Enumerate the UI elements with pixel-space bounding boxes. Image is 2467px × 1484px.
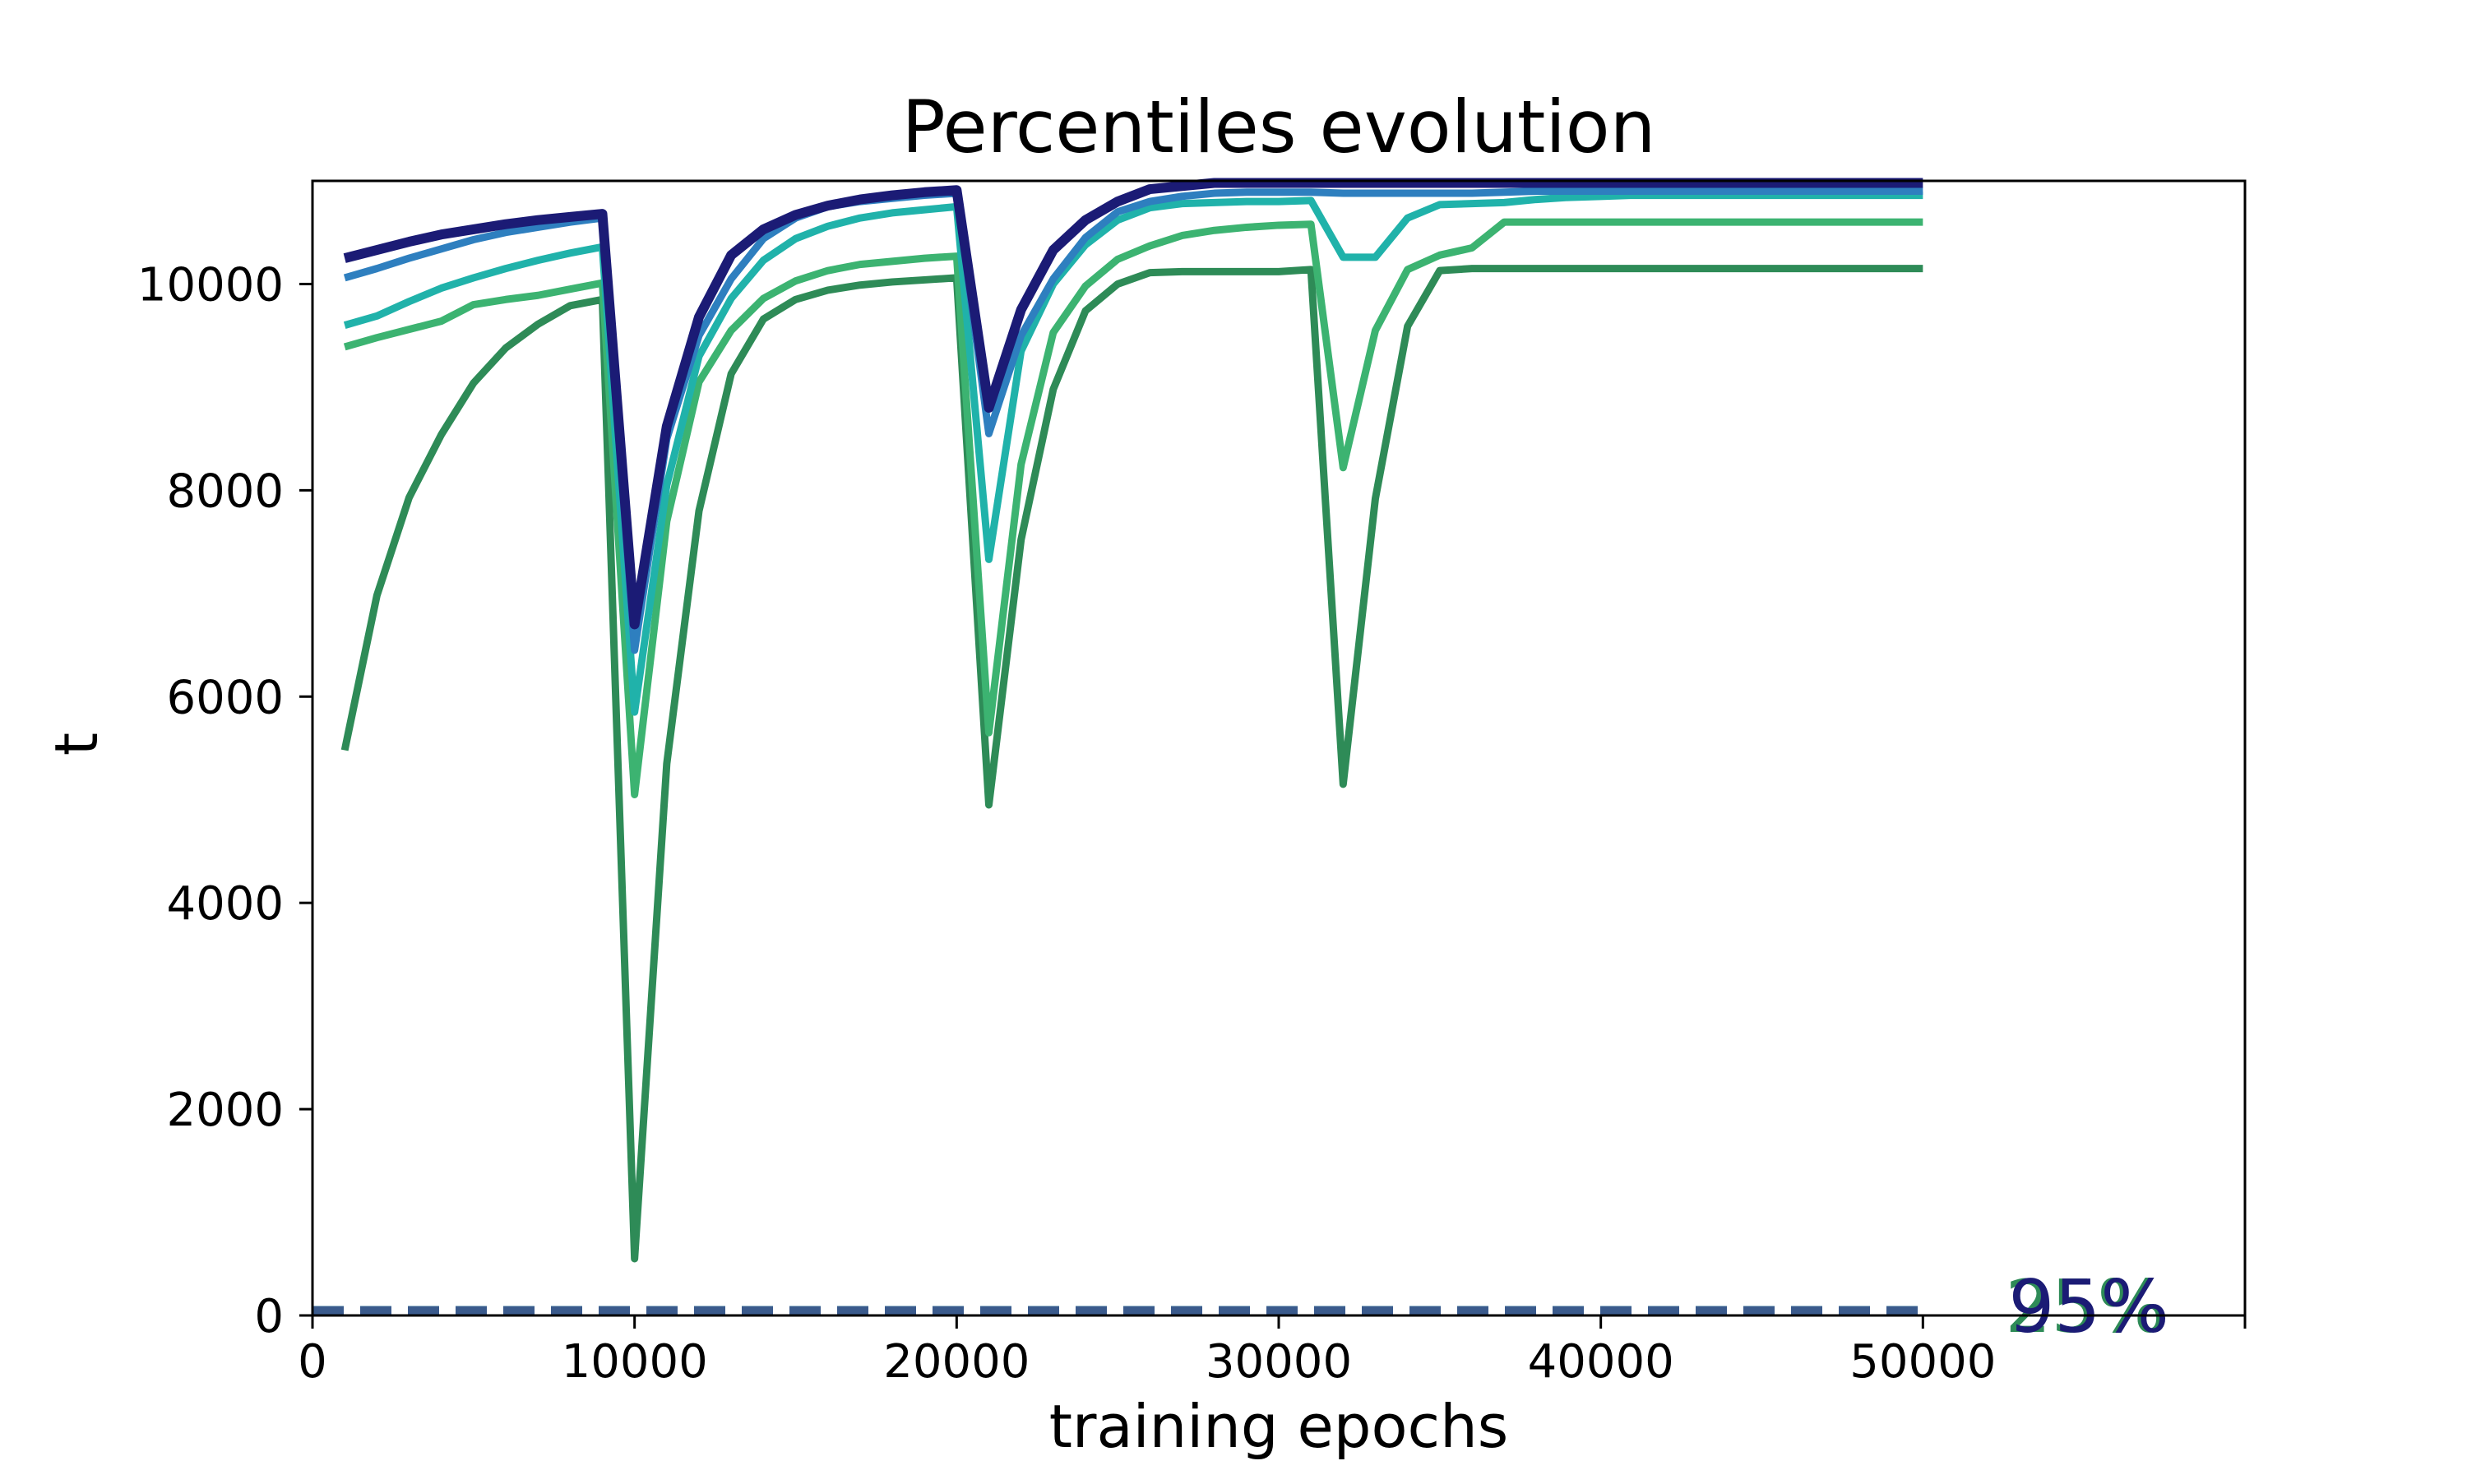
x-tick-label: 20000 <box>883 1335 1030 1389</box>
end-label-0: 25% <box>2005 1264 2166 1349</box>
y-axis-label: t <box>42 733 111 756</box>
x-tick-label: 40000 <box>1528 1335 1674 1389</box>
y-tick-label: 8000 <box>166 465 284 518</box>
x-tick-label: 0 <box>298 1335 327 1389</box>
x-tick-label: 10000 <box>562 1335 708 1389</box>
axes: 0 10000 20000 30000 40000 50000 0 2000 4000 6000 8… <box>137 258 2247 1389</box>
end-label-1: 95% <box>2008 1264 2169 1349</box>
series-line-4 <box>343 178 1923 630</box>
y-tick-label: 2000 <box>166 1084 284 1137</box>
y-tick-label: 4000 <box>166 877 284 931</box>
series-line-3 <box>343 187 1923 654</box>
x-tick-label: 50000 <box>1849 1335 1996 1389</box>
series-line-0 <box>340 265 1923 1263</box>
y-tick-label: 10000 <box>137 258 284 312</box>
series-line-1 <box>343 218 1923 798</box>
x-axis-label: training epochs <box>1049 1392 1509 1461</box>
x-tick-label: 30000 <box>1206 1335 1352 1389</box>
plot-area: 25%95% <box>312 178 2169 1349</box>
series-line-2 <box>343 192 1923 716</box>
y-tick-label: 0 <box>254 1290 284 1343</box>
chart-title: Percentiles evolution <box>902 85 1656 169</box>
y-tick-label: 6000 <box>166 671 284 724</box>
